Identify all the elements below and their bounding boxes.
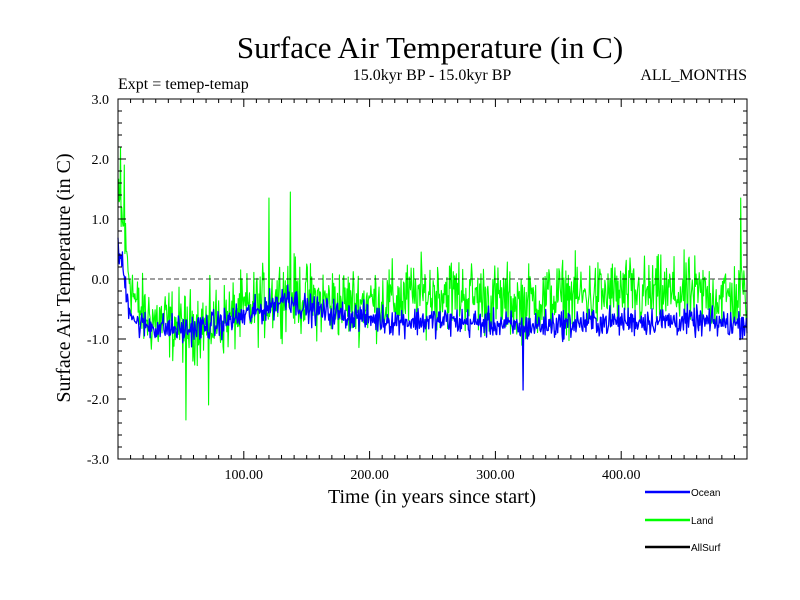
x-axis-label: Time (in years since start) <box>328 486 536 508</box>
y-tick-label: 2.0 <box>92 153 110 168</box>
plot-area: 3.0 2.0 1.0 0.0 -1.0 -2.0 -3.0 100.00 200.00 300.… <box>87 93 748 483</box>
subtitle-center: 15.0kyr BP - 15.0kyr BP <box>353 67 512 84</box>
series-line-ocean <box>117 237 748 391</box>
subtitle-right: ALL_MONTHS <box>640 67 747 84</box>
y-tick-label: 1.0 <box>92 213 110 228</box>
x-tick-label: 400.00 <box>602 468 641 483</box>
y-tick-label: 3.0 <box>92 93 110 108</box>
x-tick-label: 100.00 <box>225 468 264 483</box>
legend-label-allsurf: AllSurf <box>691 543 721 554</box>
y-tick-label: -3.0 <box>87 453 109 468</box>
series-line-land <box>117 146 748 421</box>
y-tick-label: -1.0 <box>87 333 109 348</box>
legend: Ocean Land AllSurf <box>645 488 721 554</box>
y-axis-label: Surface Air Temperature (in C) <box>53 153 75 402</box>
y-tick-label: -2.0 <box>87 393 109 408</box>
legend-label-ocean: Ocean <box>691 488 720 499</box>
chart-title: Surface Air Temperature (in C) <box>237 30 623 65</box>
subtitle-left: Expt = temep-temap <box>118 76 249 93</box>
y-tick-label: 0.0 <box>92 273 110 288</box>
x-tick-label: 300.00 <box>476 468 515 483</box>
legend-label-land: Land <box>691 516 713 527</box>
x-tick-label: 200.00 <box>350 468 389 483</box>
